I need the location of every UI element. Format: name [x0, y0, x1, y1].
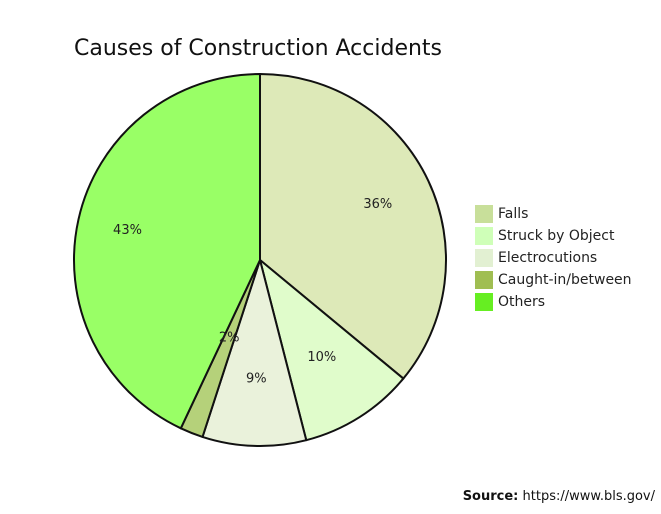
legend-swatch: [475, 249, 493, 267]
legend-label: Others: [498, 294, 546, 310]
legend-label: Falls: [498, 206, 529, 222]
source-url: https://www.bls.gov/: [522, 489, 655, 504]
legend-swatch: [475, 271, 493, 289]
slice-value-label: 10%: [307, 350, 336, 365]
legend-label: Electrocutions: [498, 250, 598, 266]
legend-swatch: [475, 205, 493, 223]
chart-legend: Falls Struck by Object Electrocutions Caugh…: [475, 203, 632, 313]
legend-swatch: [475, 227, 493, 245]
slice-value-label: 43%: [113, 223, 142, 238]
legend-label: Caught-in/between: [498, 272, 632, 288]
slice-value-label: 2%: [219, 330, 240, 345]
legend-item: Others: [475, 291, 632, 313]
slice-value-label: 36%: [363, 197, 392, 212]
legend-item: Caught-in/between: [475, 269, 632, 291]
chart-title: Causes of Construction Accidents: [74, 36, 443, 61]
legend-swatch: [475, 293, 493, 311]
pie-slice-others: [73, 73, 261, 430]
pie-slice-falls: [259, 73, 447, 380]
slice-value-label: 9%: [246, 372, 267, 387]
legend-item: Falls: [475, 203, 632, 225]
legend-item: Struck by Object: [475, 225, 632, 247]
legend-label: Struck by Object: [498, 228, 615, 244]
pie-slice-electrocutions: [201, 259, 308, 447]
legend-item: Electrocutions: [475, 247, 632, 269]
source-label: Source:: [462, 489, 519, 504]
pie-slice-struck-by-object: [259, 259, 405, 442]
source-note: Source: https://www.bls.gov/: [463, 489, 655, 504]
